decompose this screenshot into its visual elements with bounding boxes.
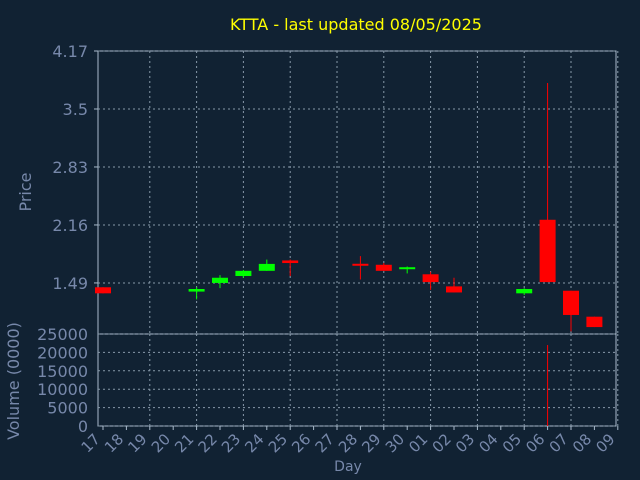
price-tick-label: 1.49 <box>52 274 88 293</box>
candle-body <box>282 260 299 264</box>
price-tick-label: 3.5 <box>63 100 88 119</box>
price-tick-label: 2.16 <box>52 216 88 235</box>
volume-tick-label: 25000 <box>37 325 88 344</box>
x-tick-label: 25 <box>265 430 291 456</box>
price-gridlines <box>98 50 619 334</box>
candle-body <box>95 287 111 294</box>
candle-body <box>586 316 603 328</box>
x-tick-label: 21 <box>171 430 197 456</box>
volume-tick-label: 15000 <box>37 362 88 381</box>
x-tick-label: 18 <box>101 430 127 456</box>
candle-body <box>352 263 369 266</box>
x-tick-label: 02 <box>429 430 455 456</box>
candle-body <box>235 270 252 277</box>
price-tick-label: 2.83 <box>52 158 88 177</box>
candle-body <box>188 288 205 292</box>
x-tick-label: 20 <box>148 430 174 456</box>
candle-body <box>422 274 439 283</box>
volume-tick-label: 20000 <box>37 343 88 362</box>
volume-gridlines <box>98 333 619 427</box>
x-tick-label: 29 <box>358 430 384 456</box>
x-tick-label: 09 <box>592 430 618 456</box>
x-tick-label: 19 <box>124 430 150 456</box>
candle-body <box>563 290 579 315</box>
candle-body <box>516 288 533 294</box>
price-panel: 1.49 2.16 2.83 3.5 4.17 Price <box>16 42 619 335</box>
candles <box>95 83 603 332</box>
x-tick-label: 26 <box>288 430 314 456</box>
candle-body <box>539 219 556 283</box>
candle-body <box>446 286 462 293</box>
x-tick-label: 30 <box>382 430 408 456</box>
x-tick-label: 27 <box>312 430 338 456</box>
x-tick-label: 03 <box>452 430 478 456</box>
x-tick-label: 22 <box>195 430 221 456</box>
x-tick-labels: 1718192021222324252627282930010203040506… <box>78 426 619 456</box>
volume-tick-label: 5000 <box>47 399 88 418</box>
x-tick-label: 23 <box>218 430 244 456</box>
x-tick-label: 07 <box>546 430 572 456</box>
price-tick-labels: 1.49 2.16 2.83 3.5 4.17 <box>52 42 98 293</box>
x-tick-label: 05 <box>499 430 525 456</box>
x-tick-label: 28 <box>335 430 361 456</box>
volume-panel-frame <box>97 333 617 427</box>
chart-title: KTTA - last updated 08/05/2025 <box>230 15 482 34</box>
price-panel-frame <box>97 50 617 335</box>
x-tick-label: 04 <box>475 430 501 456</box>
x-tick-label: 01 <box>405 430 431 456</box>
x-tick-label: 06 <box>522 430 548 456</box>
x-tick-label: 24 <box>241 430 267 456</box>
candle-body <box>375 264 392 271</box>
price-axis-label: Price <box>16 172 35 211</box>
volume-tick-label: 10000 <box>37 380 88 399</box>
candle-body <box>212 277 228 283</box>
x-tick-label: 08 <box>569 430 595 456</box>
candle-body <box>258 263 275 271</box>
price-tick-label: 4.17 <box>52 42 88 61</box>
candle-body <box>399 267 416 270</box>
volume-tick-label: 0 <box>78 417 88 436</box>
x-axis-label: Day <box>334 459 362 475</box>
volume-axis-label: Volume (0000) <box>4 322 23 440</box>
